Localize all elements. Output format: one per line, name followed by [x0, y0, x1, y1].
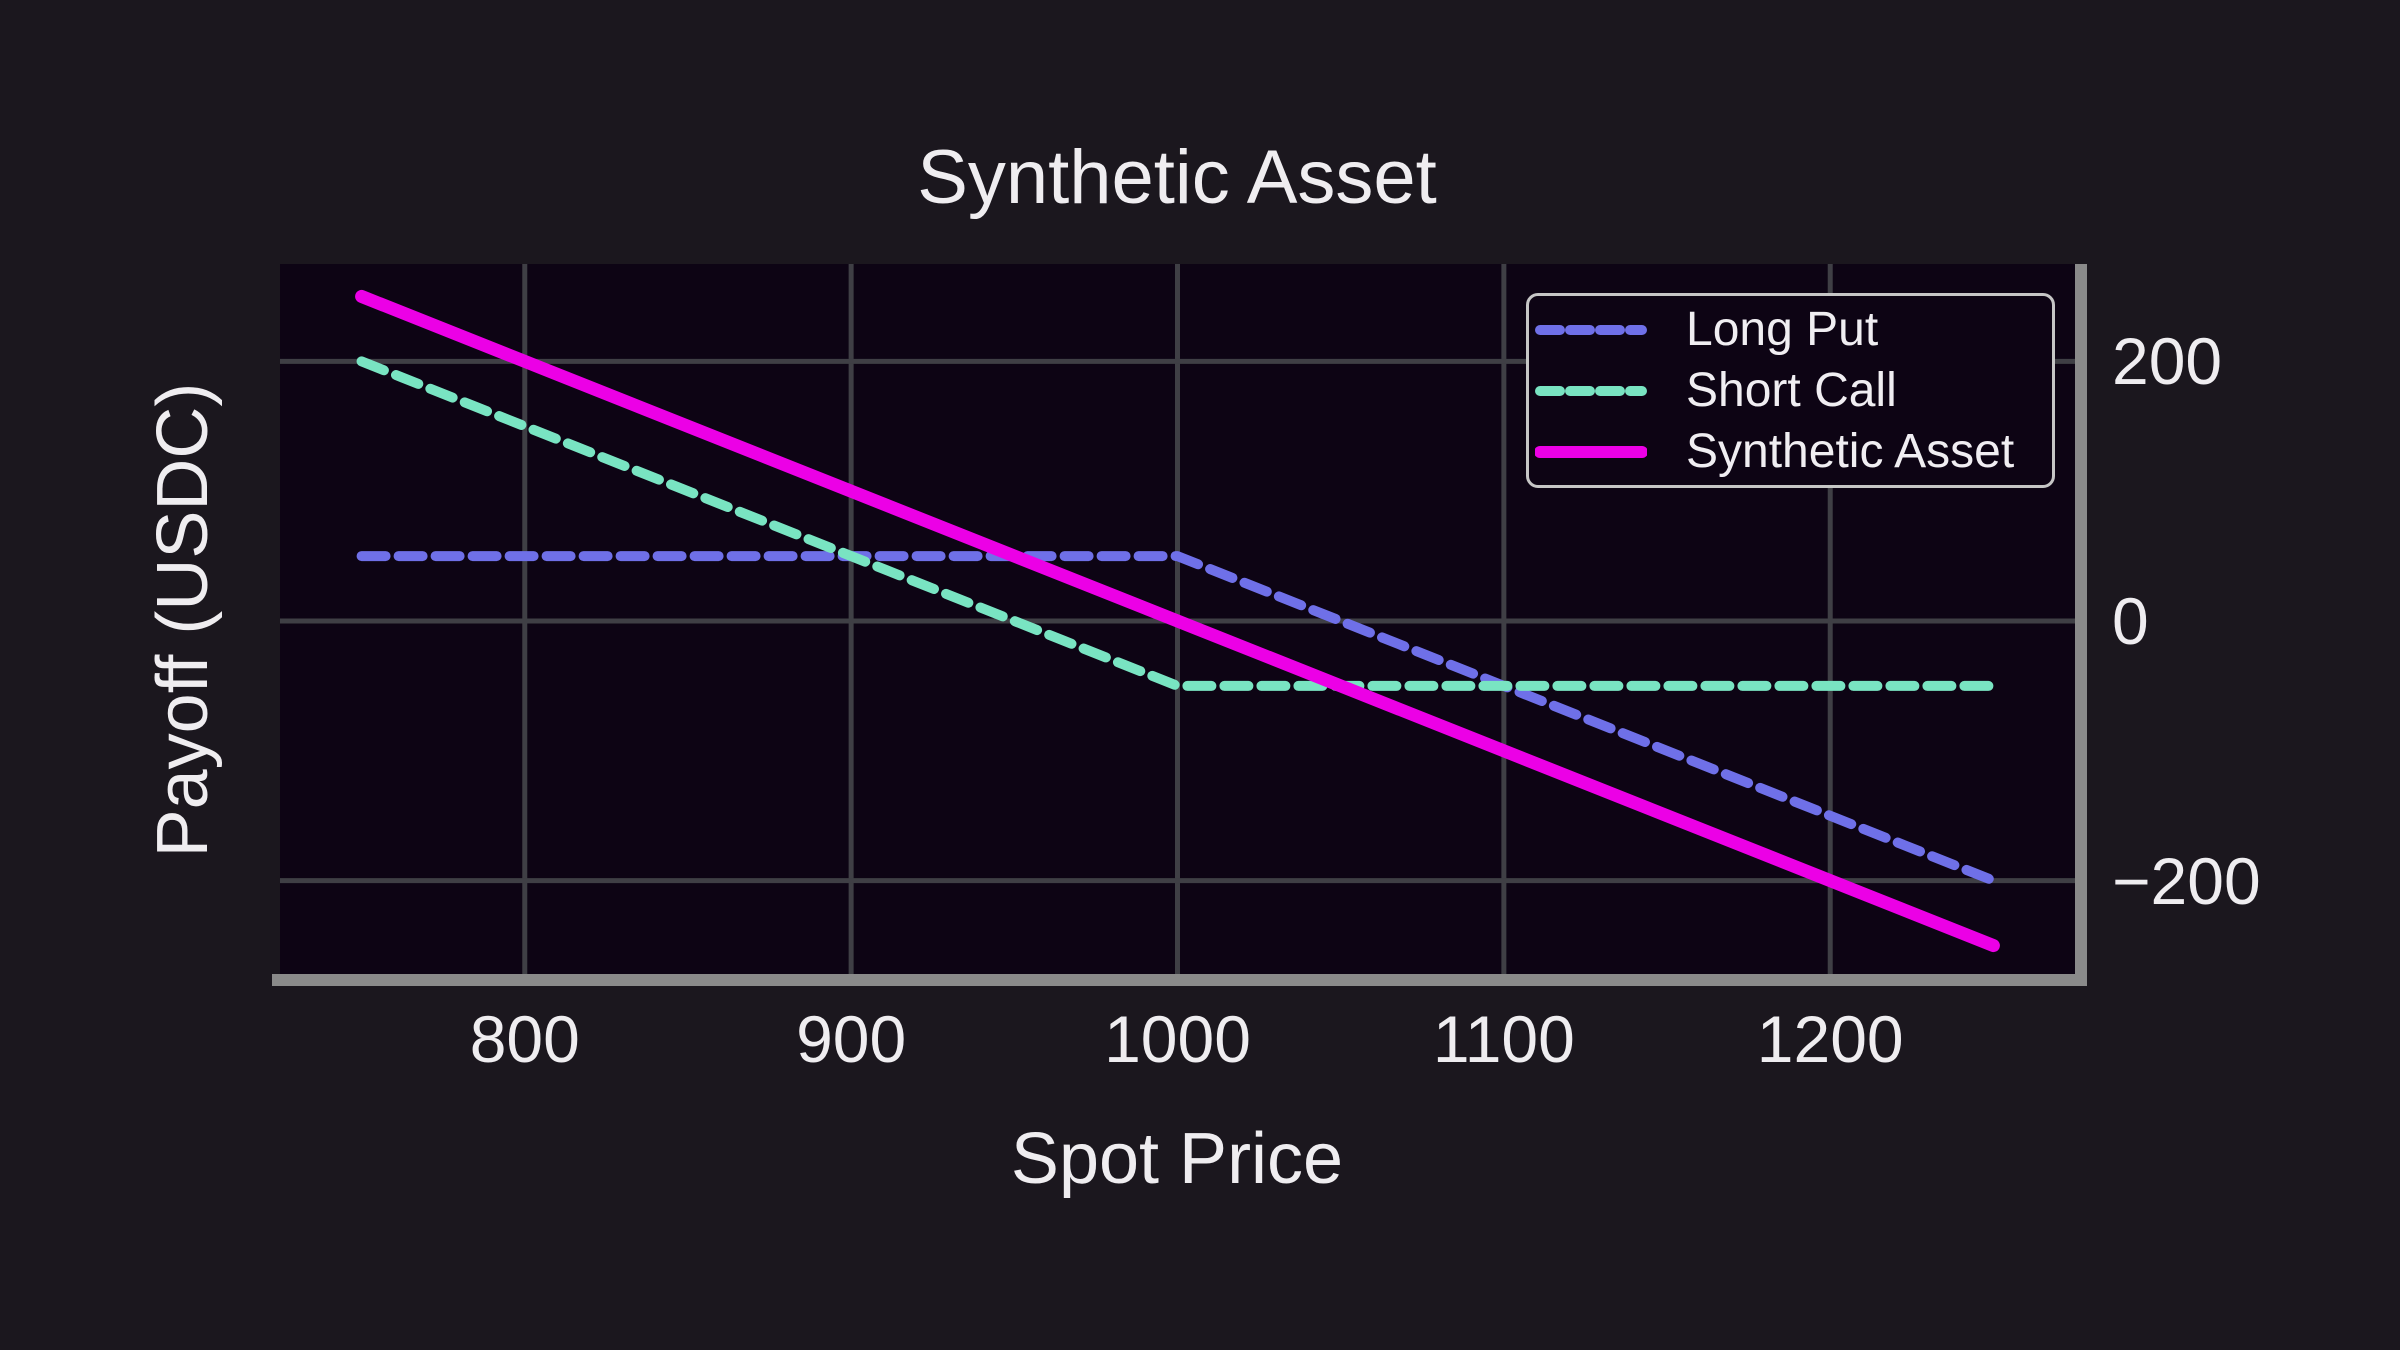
x-tick-label-800: 800: [469, 1002, 580, 1076]
series-line-synthetic-asset: [355, 289, 2000, 953]
x-axis-label: Spot Price: [1010, 1119, 1344, 1199]
y-axis-label: Payoff (USDC): [143, 382, 223, 858]
series-line-long-put: [356, 551, 1999, 886]
legend-swatch-short-call: [1535, 385, 1647, 396]
chart-title: Synthetic Asset: [917, 135, 1437, 220]
legend-label-synthetic-asset: Synthetic Asset: [1686, 424, 2015, 478]
legend: Long Put Short Call Synthetic Asset: [1526, 293, 2055, 488]
x-tick-label-900: 900: [796, 1002, 907, 1076]
x-tick-label-1100: 1100: [1432, 1002, 1575, 1076]
series-line-short-call: [356, 356, 1999, 691]
y-tick-label-200: 200: [2112, 324, 2223, 399]
series-layer: [355, 289, 2000, 953]
legend-item-short-call: Short Call: [1535, 360, 2042, 421]
legend-item-synthetic-asset: Synthetic Asset: [1535, 421, 2042, 482]
x-tick-label-1000: 1000: [1104, 1002, 1251, 1076]
legend-swatch-synthetic-asset: [1535, 445, 1647, 458]
legend-swatch-long-put: [1535, 324, 1647, 335]
x-tick-label-1200: 1200: [1756, 1002, 1904, 1076]
legend-label-long-put: Long Put: [1686, 302, 1879, 356]
y-tick-label--200: −200: [2112, 843, 2261, 918]
x-axis-spine: [272, 974, 2087, 986]
y-tick-label-0: 0: [2112, 584, 2149, 658]
legend-label-short-call: Short Call: [1686, 363, 1897, 417]
y-axis-spine: [2075, 264, 2087, 986]
legend-item-long-put: Long Put: [1535, 299, 2042, 360]
